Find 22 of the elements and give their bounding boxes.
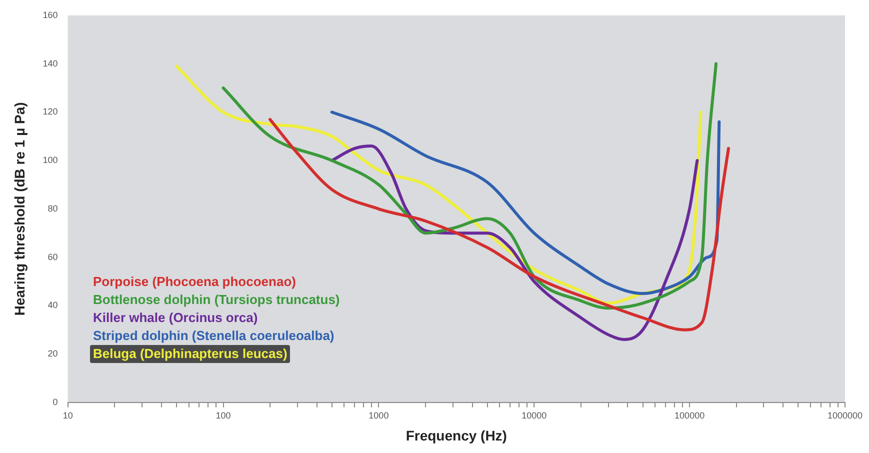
x-tick-label: 1000000 (827, 410, 863, 420)
text: Beluga (Delphinapterus leucas) (90, 345, 290, 363)
text: Bottlenose dolphin (Tursiops truncatus) (92, 291, 341, 309)
y-tick-label: 100 (42, 155, 58, 166)
x-tick-label: 10 (62, 410, 73, 420)
y-tick-label: 20 (48, 348, 58, 359)
text: Striped dolphin (Stenella coeruleoalba) (92, 327, 336, 345)
x-tick-label: 10000 (522, 410, 547, 420)
y-tick-label: 80 (48, 203, 58, 214)
x-tick-label: 100000 (674, 410, 705, 420)
y-tick-label: 40 (48, 300, 58, 310)
y-tick-label: 60 (48, 252, 58, 262)
x-axis-title: Frequency (Hz) (406, 427, 507, 444)
text: Killer whale (Orcinus orca) (92, 309, 259, 327)
text: Porpoise (Phocoena phocoenao) (92, 273, 297, 291)
y-tick-label: 140 (42, 58, 58, 68)
y-tick-label: 0 (52, 396, 58, 407)
y-tick-label: 120 (42, 106, 58, 117)
x-tick-label: 100 (216, 410, 231, 420)
y-tick-label: 160 (42, 10, 58, 20)
y-axis-title: Hearing threshold (dB re 1 µ Pa) (11, 102, 28, 316)
x-tick-label: 1000 (368, 410, 389, 420)
